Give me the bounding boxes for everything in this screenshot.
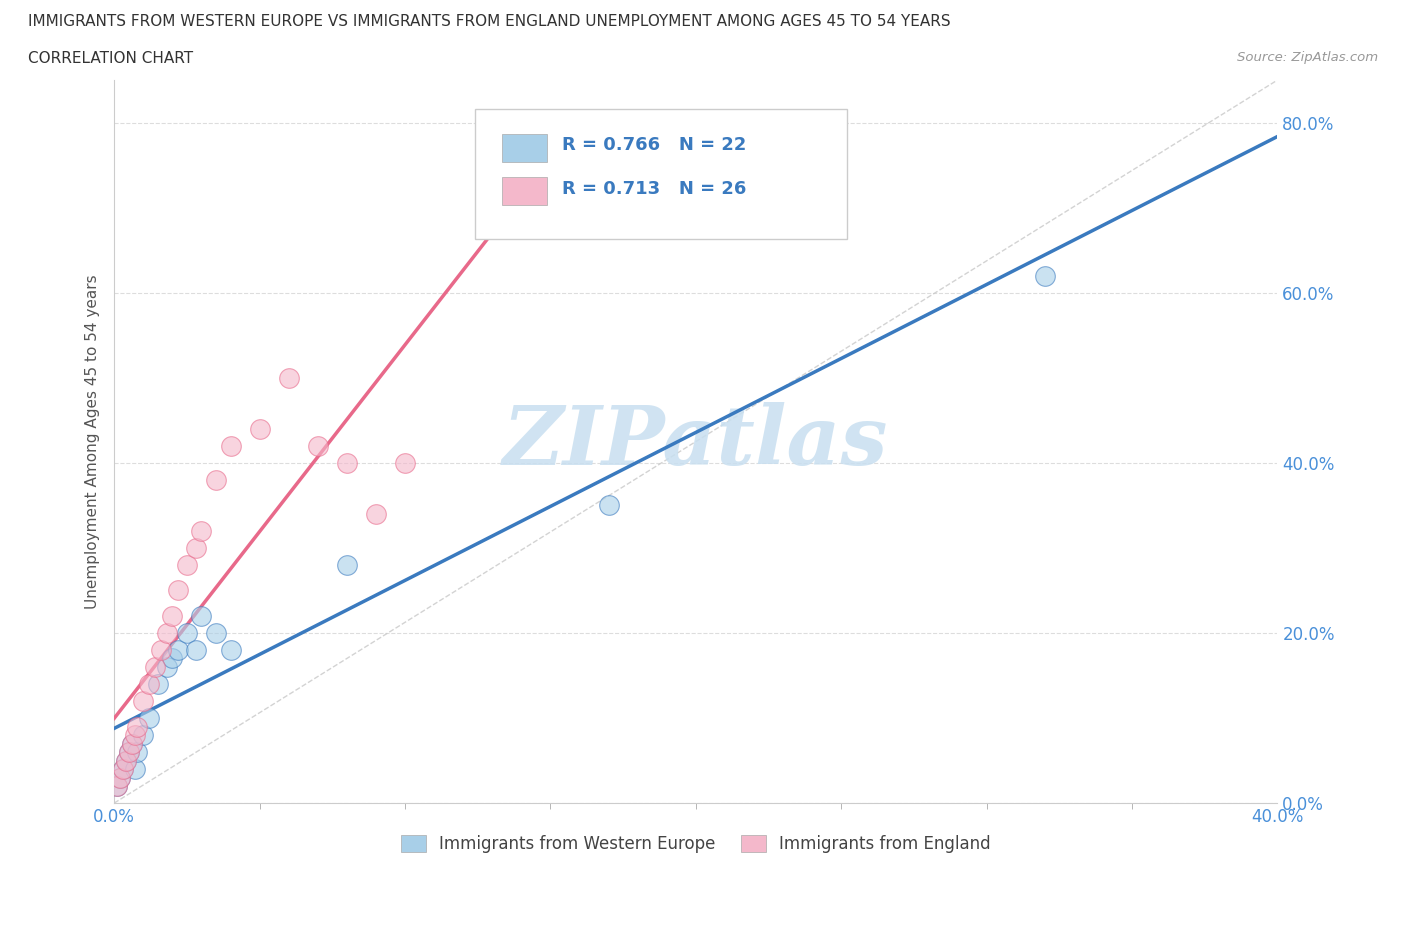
Point (249, 421, 271, 436)
Point (149, 643, 172, 658)
FancyBboxPatch shape (502, 134, 547, 162)
Point (176, 557, 198, 572)
FancyBboxPatch shape (502, 177, 547, 206)
Point (108, 770, 131, 785)
Point (127, 745, 149, 760)
Point (118, 745, 141, 760)
Text: CORRELATION CHART: CORRELATION CHART (28, 51, 193, 66)
Point (111, 762, 134, 777)
Point (336, 456, 359, 471)
Point (205, 626, 228, 641)
Legend: Immigrants from Western Europe, Immigrants from England: Immigrants from Western Europe, Immigran… (394, 829, 997, 860)
Text: R = 0.766   N = 22: R = 0.766 N = 22 (562, 136, 747, 154)
Point (364, 507, 387, 522)
Point (598, 498, 620, 512)
Point (143, 659, 166, 674)
Point (132, 694, 155, 709)
Point (162, 651, 184, 666)
Point (1033, 268, 1056, 283)
Point (146, 676, 169, 691)
Point (114, 753, 136, 768)
Point (167, 643, 190, 658)
Point (127, 719, 149, 734)
FancyBboxPatch shape (475, 109, 846, 239)
Point (277, 370, 299, 385)
Point (184, 540, 207, 555)
Point (138, 711, 160, 725)
Point (190, 608, 212, 623)
Point (205, 472, 228, 487)
Point (105, 778, 128, 793)
Text: ZIPatlas: ZIPatlas (503, 402, 889, 482)
Point (167, 583, 190, 598)
Point (307, 438, 329, 453)
Point (155, 659, 177, 674)
Text: R = 0.713   N = 26: R = 0.713 N = 26 (562, 179, 747, 197)
Point (138, 676, 160, 691)
Point (184, 643, 207, 658)
Point (111, 762, 134, 777)
Point (155, 626, 177, 641)
Point (118, 745, 141, 760)
Point (105, 778, 128, 793)
Point (108, 770, 131, 785)
Point (124, 762, 146, 777)
Y-axis label: Unemployment Among Ages 45 to 54 years: Unemployment Among Ages 45 to 54 years (86, 274, 100, 609)
Text: Source: ZipAtlas.com: Source: ZipAtlas.com (1237, 51, 1378, 64)
Point (336, 557, 359, 572)
Point (162, 608, 184, 623)
Point (114, 753, 136, 768)
Point (124, 727, 146, 742)
Point (190, 524, 212, 538)
Point (121, 737, 143, 751)
Point (176, 626, 198, 641)
Point (219, 643, 242, 658)
Point (394, 456, 416, 471)
Point (132, 727, 155, 742)
Text: IMMIGRANTS FROM WESTERN EUROPE VS IMMIGRANTS FROM ENGLAND UNEMPLOYMENT AMONG AGE: IMMIGRANTS FROM WESTERN EUROPE VS IMMIGR… (28, 14, 950, 29)
Point (219, 438, 242, 453)
Point (121, 737, 143, 751)
